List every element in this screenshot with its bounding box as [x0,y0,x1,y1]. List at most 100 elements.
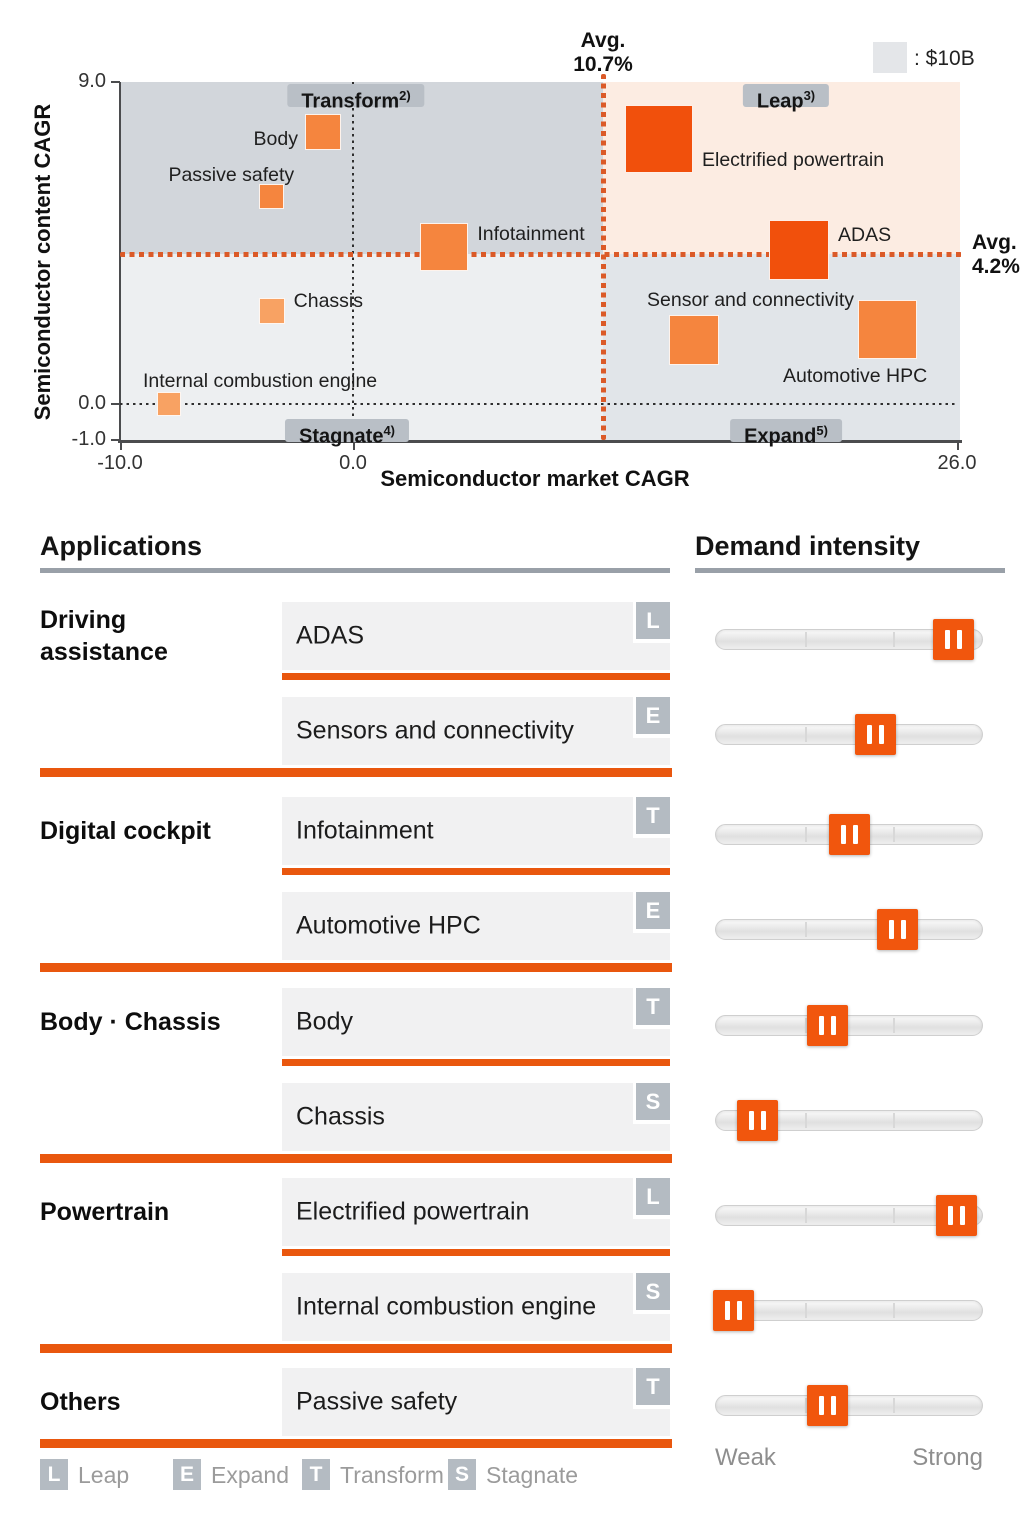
point-square-electrified-powertrain [625,105,693,174]
pause-icon-bar [867,724,873,744]
legend-badge-transform: T [302,1459,330,1490]
quadrant-letter-badge: T [633,988,670,1029]
application-item-label: Sensors and connectivity [296,716,574,745]
strong-label: Strong [912,1444,983,1471]
demand-intensity-header-rule [695,568,1005,573]
category-label-powertrain: Powertrain [40,1196,275,1228]
demand-slider-track-passive-safety[interactable] [715,1395,983,1416]
demand-slider-track-automotive-hpc[interactable] [715,919,983,940]
category-label-body-chassis: Body · Chassis [40,1006,275,1038]
demand-slider-track-adas[interactable] [715,629,983,650]
category-label-line: Body · Chassis [40,1008,221,1036]
y-tick-label: 0.0 [78,392,106,414]
avg-x-line2: 10.7% [573,53,633,76]
slider-track-divider [805,1113,807,1128]
slider-track-divider [805,922,807,937]
point-label-adas: ADAS [838,224,892,247]
demand-slider-handle-body[interactable] [807,1004,849,1046]
quadrant-badge-text: Stagnate [298,425,384,448]
y-tick-label: 9.0 [78,70,106,92]
point-square-automotive-hpc [858,299,918,359]
quadrant-letter-badge: S [633,1083,670,1124]
demand-slider-track-electrified-powertrain[interactable] [715,1205,983,1226]
point-label-passive-safety: Passive safety [168,164,295,187]
demand-slider-handle-automotive-hpc[interactable] [876,908,918,950]
avg-y-line1: Avg. [972,231,1017,254]
slider-track-divider [805,632,807,647]
legend-badge-leap: L [40,1459,68,1490]
point-label-sensor-and-connectivity: Sensor and connectivity [647,288,855,311]
demand-slider-handle-chassis[interactable] [737,1099,779,1141]
pause-icon-bar [879,724,885,744]
x-tick-label: -10.0 [97,452,143,474]
application-item-sensors-and-connectivity: Sensors and connectivity E [282,697,670,765]
slider-track-divider [893,1208,895,1223]
demand-slider-handle-infotainment[interactable] [828,813,870,855]
demand-slider-track-chassis[interactable] [715,1110,983,1131]
application-item-body: Body T [282,988,670,1056]
application-item-electrified-powertrain: Electrified powertrain L [282,1178,670,1246]
category-label-others: Others [40,1386,275,1418]
pause-icon-bar [831,1015,837,1035]
applications-header-rule [40,568,670,573]
pause-icon-bar [900,919,906,939]
demand-slider-handle-internal-combustion-engine[interactable] [713,1289,755,1331]
quadrant-letter-badge: E [633,697,670,738]
pause-icon-bar [959,1205,965,1225]
point-square-adas [769,220,829,281]
quadrant-letter-badge: S [633,1273,670,1314]
pause-icon-bar [819,1395,825,1415]
x-tick [957,443,959,450]
demand-slider-handle-sensors-and-connectivity[interactable] [855,713,897,755]
quadrant-badge-stagnate: Stagnate4) [284,419,410,448]
demand-slider-handle-electrified-powertrain[interactable] [935,1194,977,1236]
y-tick [111,81,120,83]
point-square-infotainment [420,222,469,271]
pause-icon-bar [831,1395,837,1415]
y-axis-title-wrap: Semiconductor content CAGR [30,82,56,442]
pause-icon-bar [749,1110,755,1130]
application-item-infotainment: Infotainment T [282,797,670,865]
item-separator [282,1249,670,1256]
pause-icon-bar [945,629,951,649]
demand-slider-track-sensors-and-connectivity[interactable] [715,724,983,745]
category-separator [40,1154,672,1163]
quadrant-letter-badge: E [633,892,670,933]
point-label-electrified-powertrain: Electrified powertrain [702,149,885,172]
application-item-label: Chassis [296,1102,385,1131]
demand-slider-track-internal-combustion-engine[interactable] [715,1300,983,1321]
point-label-internal-combustion-engine: Internal combustion engine [143,370,378,393]
legend-badge-stagnate: S [448,1459,476,1490]
legend-label-leap: Leap [78,1462,130,1488]
category-label-line: Driving [40,606,127,634]
quadrant-letter-badge: T [633,797,670,838]
application-item-label: Automotive HPC [296,911,481,940]
slider-track-divider [893,827,895,842]
legend-label-stagnate: Stagnate [486,1462,579,1488]
quadrant-badge-footnote: 4) [383,423,396,438]
legend-label-expand: Expand [211,1462,290,1488]
quadrant-letter-badge: T [633,1368,670,1409]
avg-y-line2: 4.2% [972,255,1020,278]
demand-slider-handle-passive-safety[interactable] [807,1384,849,1426]
point-square-body [305,114,341,151]
x-tick-label: 26.0 [937,452,977,474]
category-separator [40,768,672,777]
quadrant-badge-footnote: 5) [816,423,828,438]
quadrant-badge-footnote: 2) [399,88,411,103]
y-axis-line [119,82,121,443]
x-tick [353,443,355,450]
demand-slider-handle-adas[interactable] [933,618,975,660]
quadrant-badge-text: Transform [301,90,400,113]
slider-track-divider [805,1208,807,1223]
slider-track-divider [805,1303,807,1318]
demand-slider-track-body[interactable] [715,1015,983,1036]
pause-icon-bar [725,1300,731,1320]
quadrant-badge-text: Expand [744,425,817,448]
point-square-internal-combustion-engine [157,392,181,417]
category-separator [40,1344,672,1353]
legend-badge-expand: E [173,1459,201,1490]
application-item-label: Internal combustion engine [296,1292,597,1321]
avg-x-line1: Avg. [580,29,626,52]
